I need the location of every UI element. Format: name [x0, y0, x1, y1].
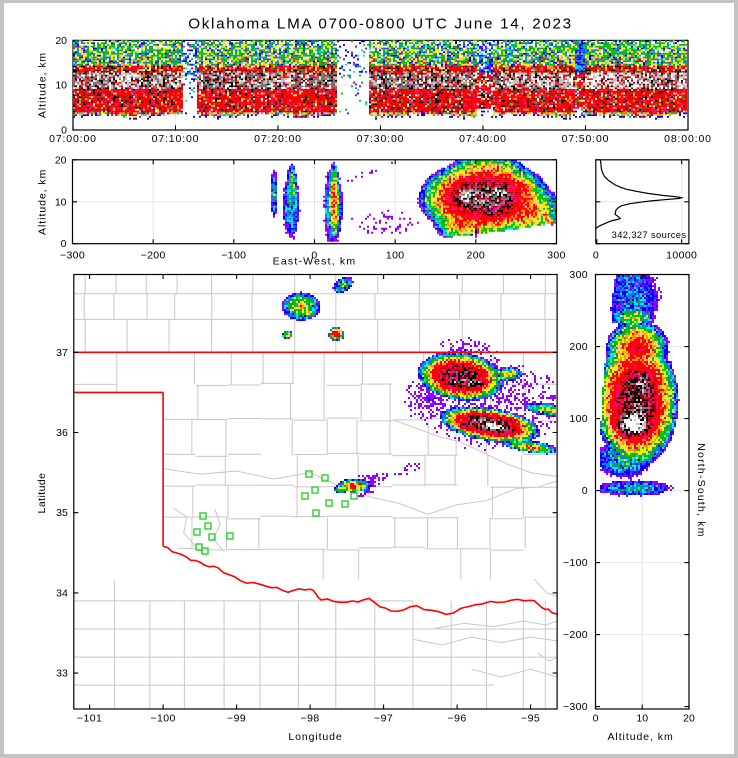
svg-text:Altitude, km: Altitude, km — [37, 52, 49, 118]
svg-text:0: 0 — [61, 238, 67, 250]
svg-text:07:00:00: 07:00:00 — [49, 133, 97, 145]
svg-text:0: 0 — [311, 249, 317, 261]
svg-text:34: 34 — [56, 587, 68, 599]
svg-text:35: 35 — [56, 507, 68, 519]
svg-text:0: 0 — [582, 485, 588, 497]
svg-text:−300: −300 — [60, 249, 85, 261]
svg-text:20: 20 — [55, 154, 67, 166]
svg-text:10000: 10000 — [666, 249, 697, 261]
svg-text:−300: −300 — [563, 701, 588, 713]
svg-text:−200: −200 — [563, 629, 588, 641]
svg-text:07:40:00: 07:40:00 — [459, 133, 507, 145]
svg-text:33: 33 — [56, 668, 68, 680]
svg-text:Oklahoma LMA 0700-0800 UTC Jun: Oklahoma LMA 0700-0800 UTC June 14, 2023 — [188, 16, 573, 33]
svg-text:−95: −95 — [521, 713, 540, 725]
svg-text:10: 10 — [55, 196, 67, 208]
svg-text:07:30:00: 07:30:00 — [357, 133, 405, 145]
svg-text:−100: −100 — [221, 249, 246, 261]
svg-text:Latitude: Latitude — [36, 473, 48, 514]
svg-text:−97: −97 — [374, 713, 393, 725]
svg-text:100: 100 — [386, 249, 405, 261]
svg-text:08:00:00: 08:00:00 — [664, 133, 712, 145]
svg-text:36: 36 — [56, 427, 68, 439]
svg-text:07:20:00: 07:20:00 — [254, 133, 302, 145]
svg-text:200: 200 — [569, 341, 588, 353]
svg-text:10: 10 — [636, 713, 648, 725]
svg-text:0: 0 — [61, 125, 67, 137]
svg-text:200: 200 — [467, 249, 486, 261]
svg-text:−98: −98 — [301, 713, 320, 725]
svg-text:East-West, km: East-West, km — [273, 255, 357, 267]
svg-text:−100: −100 — [150, 713, 175, 725]
svg-text:Altitude, km: Altitude, km — [607, 731, 673, 743]
svg-text:10: 10 — [55, 80, 67, 92]
svg-text:−100: −100 — [563, 557, 588, 569]
svg-text:07:10:00: 07:10:00 — [152, 133, 200, 145]
svg-text:37: 37 — [56, 347, 68, 359]
svg-text:Altitude, km: Altitude, km — [37, 169, 49, 235]
svg-text:300: 300 — [569, 269, 588, 281]
svg-text:−99: −99 — [227, 713, 246, 725]
svg-text:20: 20 — [683, 713, 695, 725]
svg-text:Longitude: Longitude — [288, 731, 342, 743]
svg-text:−101: −101 — [77, 713, 102, 725]
svg-text:−96: −96 — [448, 713, 467, 725]
svg-text:−200: −200 — [141, 249, 166, 261]
svg-text:07:50:00: 07:50:00 — [562, 133, 610, 145]
svg-text:100: 100 — [569, 413, 588, 425]
svg-text:0: 0 — [593, 249, 599, 261]
svg-text:0: 0 — [593, 713, 599, 725]
svg-text:North-South, km: North-South, km — [695, 443, 707, 537]
svg-text:20: 20 — [55, 35, 67, 47]
svg-text:300: 300 — [547, 249, 566, 261]
svg-text:342,327 sources: 342,327 sources — [612, 230, 687, 240]
